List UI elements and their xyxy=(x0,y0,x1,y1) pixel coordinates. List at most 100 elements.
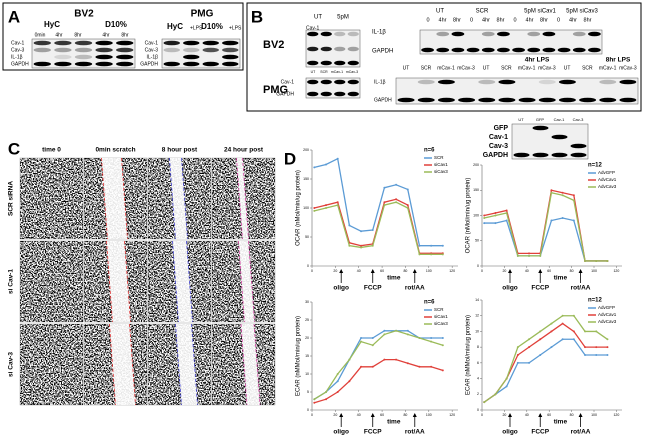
data-point xyxy=(505,377,508,380)
scratch-edge xyxy=(191,323,198,406)
scratch-edge xyxy=(175,323,182,406)
scratch xyxy=(175,324,198,405)
blot-band xyxy=(183,54,200,60)
y-axis-label: ECAR (nMMol/min/ug protein) xyxy=(466,315,472,395)
legend-label: SCR xyxy=(434,307,444,312)
row-label: GAPDH xyxy=(374,97,392,103)
data-point xyxy=(371,365,374,368)
blot-band xyxy=(542,47,556,53)
data-point xyxy=(383,358,386,361)
blot-band xyxy=(334,46,346,52)
y-tick-label: 0 xyxy=(307,408,309,412)
x-tick-label: 80 xyxy=(570,413,574,417)
x-tick-label: 80 xyxy=(570,269,574,273)
data-point xyxy=(430,244,433,247)
data-point xyxy=(494,393,497,396)
data-point xyxy=(550,346,553,349)
panel-label: D xyxy=(284,149,296,168)
row-label: Cav-1 xyxy=(145,40,159,46)
annotation: FCCP xyxy=(531,285,549,292)
data-point xyxy=(360,365,363,368)
data-point xyxy=(371,244,374,247)
data-point xyxy=(406,188,409,191)
group-label: HyC xyxy=(167,22,183,31)
micrograph-texture xyxy=(20,324,83,405)
row-label: si Cav-1 xyxy=(8,269,15,294)
blot-band xyxy=(320,60,332,66)
data-point xyxy=(561,314,564,317)
lane-label: UT xyxy=(518,117,524,122)
lane-label: 4hr xyxy=(102,32,110,38)
x-tick-label: 60 xyxy=(380,413,384,417)
x-tick-label: 40 xyxy=(357,269,361,273)
blot-band xyxy=(54,40,72,46)
blot-band xyxy=(557,47,571,53)
lane-label: 8hr xyxy=(74,32,82,38)
x-tick-label: 120 xyxy=(613,269,619,273)
panel-label: C xyxy=(8,139,20,158)
blot xyxy=(395,77,639,105)
blot-band xyxy=(307,46,319,52)
n-label: n=12 xyxy=(588,298,603,304)
blot-band xyxy=(538,79,556,85)
data-point xyxy=(406,207,409,209)
blot-band xyxy=(222,61,239,67)
y-tick-label: 150 xyxy=(473,188,479,192)
data-point xyxy=(348,358,351,361)
blot-band xyxy=(95,40,113,46)
blot-band xyxy=(320,31,332,37)
blot-band xyxy=(498,79,516,85)
annotation: rot/AA xyxy=(405,429,425,436)
blot-band xyxy=(222,54,239,60)
data-point xyxy=(441,369,444,372)
lane-label: UT xyxy=(314,15,322,21)
column-label: time 0 xyxy=(42,147,61,154)
blot-band xyxy=(95,47,113,53)
data-point xyxy=(406,333,409,336)
blot-band xyxy=(619,79,637,85)
annotation: rot/AA xyxy=(571,285,591,292)
blot-band xyxy=(436,31,450,37)
annotation: oligo xyxy=(502,429,518,436)
row-label: Cav-3 xyxy=(145,47,159,53)
scratch xyxy=(236,158,249,239)
data-point xyxy=(505,211,508,214)
data-point xyxy=(528,346,531,349)
n-label: n=6 xyxy=(424,148,435,154)
blot-band xyxy=(307,79,319,85)
data-point xyxy=(483,222,486,225)
row-label: GFP xyxy=(494,125,509,132)
data-point xyxy=(505,385,508,388)
arrow-head xyxy=(508,269,512,273)
data-point xyxy=(383,329,386,332)
data-point xyxy=(516,254,519,257)
blot-band xyxy=(334,60,346,66)
blot-band xyxy=(334,79,346,85)
annotation: oligo xyxy=(333,429,349,436)
blot-band xyxy=(527,31,541,37)
series-line xyxy=(483,322,608,403)
x-tick-label: 120 xyxy=(613,413,619,417)
lane-label: 4hr xyxy=(482,17,490,23)
blot-band xyxy=(421,47,434,53)
x-tick-label: 80 xyxy=(403,269,407,273)
blot-band xyxy=(183,47,200,53)
blot-band xyxy=(202,61,219,67)
data-point xyxy=(383,333,386,336)
data-point xyxy=(360,244,363,247)
blot-band xyxy=(436,47,450,53)
data-point xyxy=(395,358,398,361)
data-point xyxy=(483,214,486,217)
x-tick-label: 20 xyxy=(333,413,337,417)
blot-band xyxy=(334,91,346,97)
scratch-edge xyxy=(242,157,249,240)
y-tick-label: 2 xyxy=(477,392,479,396)
data-point xyxy=(528,252,531,255)
blot xyxy=(419,29,603,55)
data-point xyxy=(595,346,598,349)
blot-band xyxy=(33,47,51,53)
annotation: oligo xyxy=(502,285,518,292)
arrow-head xyxy=(538,413,543,417)
blot-band xyxy=(572,31,586,37)
